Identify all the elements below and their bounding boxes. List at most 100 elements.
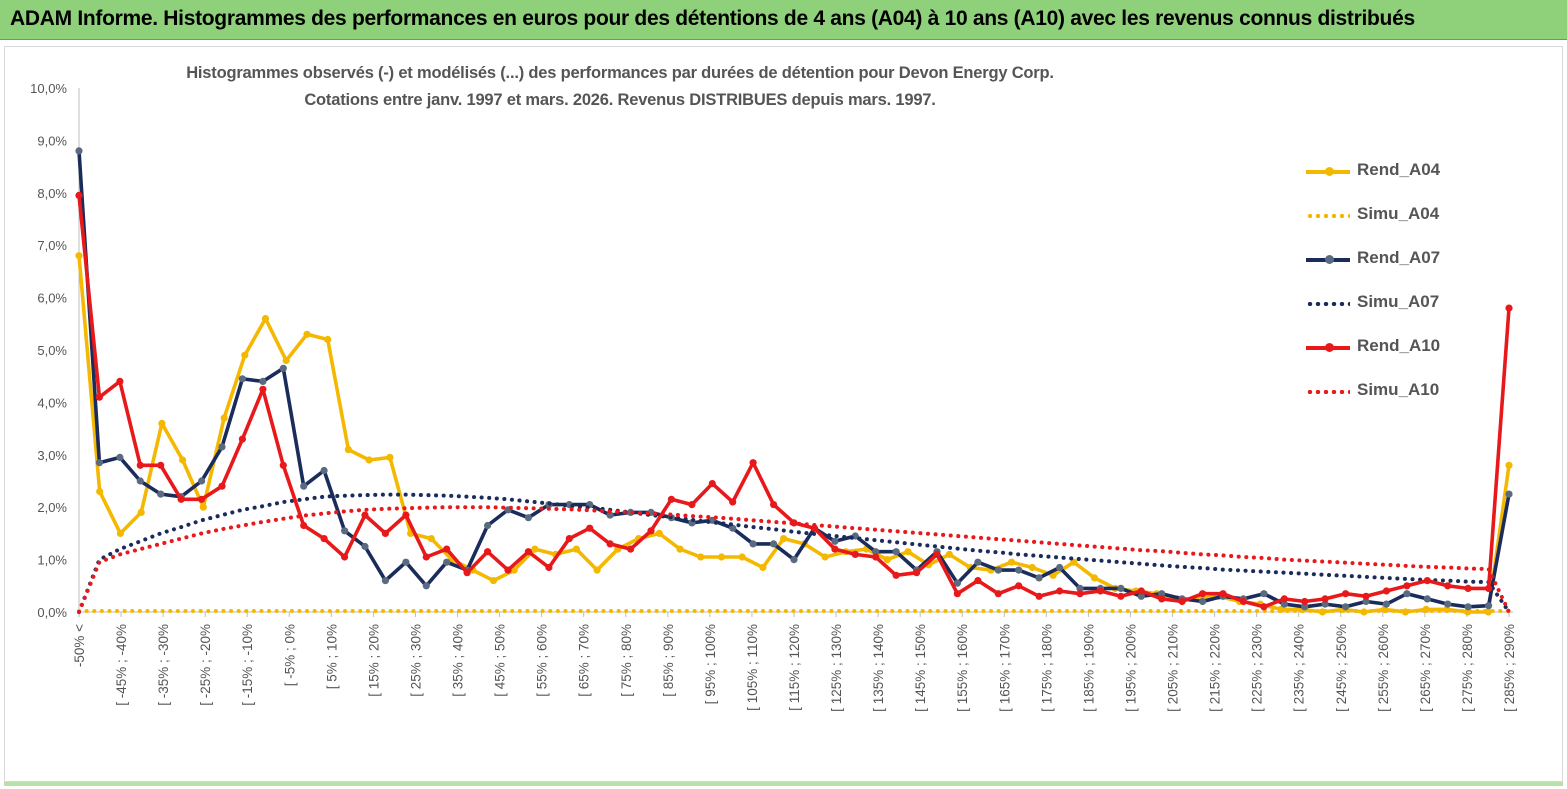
x-tick-label: [ -25% ; -20% [198, 624, 213, 706]
data-point-rend-a10 [1485, 584, 1493, 593]
series-line-rend-a10 [77, 195, 1511, 609]
x-tick-label: [ 85% ; 90% [661, 624, 676, 697]
legend-item: Rend_A07 [1300, 246, 1470, 272]
data-point-rend-a04 [489, 577, 498, 585]
data-point-rend-a04 [780, 535, 788, 543]
data-point-rend-a07 [790, 556, 798, 564]
data-point-rend-a04 [199, 503, 207, 511]
x-tick-label: [ 105% ; 110% [745, 624, 760, 711]
data-point-rend-a07 [238, 375, 246, 383]
data-point-rend-a10 [1239, 597, 1247, 606]
data-point-rend-a10 [504, 566, 512, 574]
series-line-simu-a07 [77, 492, 1511, 614]
data-point-rend-a04 [137, 508, 145, 516]
x-tick-label: [ 185% ; 190% [1081, 624, 1096, 712]
data-point-rend-a04 [697, 553, 705, 561]
series-line-simu-a10 [77, 505, 1511, 614]
data-point-rend-a10 [810, 524, 819, 532]
data-point-rend-a10 [259, 385, 267, 393]
data-point-rend-a10 [994, 590, 1002, 598]
data-point-rend-a04 [220, 414, 228, 422]
y-tick-label: 5,0% [37, 343, 67, 358]
data-point-rend-a10 [116, 377, 124, 385]
x-tick-label: [ 215% ; 220% [1208, 624, 1223, 712]
legend-label: Rend_A10 [1357, 336, 1441, 355]
data-point-rend-a07 [320, 466, 328, 475]
data-point-rend-a04 [365, 456, 373, 464]
legend-marker [1325, 167, 1334, 176]
y-tick-label: 2,0% [37, 500, 67, 515]
legend-item: Rend_A10 [1300, 334, 1470, 360]
data-point-rend-a07 [892, 548, 900, 556]
data-point-rend-a10 [892, 571, 900, 579]
data-point-rend-a10 [606, 540, 614, 548]
data-point-rend-a07 [1035, 574, 1043, 582]
y-tick-label: 1,0% [37, 553, 67, 568]
data-point-rend-a04 [96, 487, 104, 496]
data-point-rend-a07 [75, 147, 83, 155]
y-tick-label: 9,0% [37, 133, 67, 148]
data-point-rend-a07 [1444, 600, 1452, 608]
data-point-rend-a10 [422, 553, 430, 561]
data-point-rend-a10 [177, 495, 185, 503]
legend-label: Simu_A04 [1357, 204, 1440, 223]
data-point-rend-a10 [361, 511, 369, 519]
data-point-rend-a10 [1423, 577, 1431, 585]
data-point-rend-a04 [303, 330, 311, 338]
data-point-rend-a10 [851, 550, 859, 559]
data-point-rend-a10 [1015, 582, 1023, 590]
legend-label: Rend_A04 [1357, 160, 1441, 179]
data-point-rend-a10 [708, 480, 716, 488]
data-point-rend-a10 [647, 527, 655, 535]
y-tick-label: 6,0% [37, 291, 67, 306]
data-point-rend-a10 [300, 521, 308, 530]
y-tick-label: 8,0% [37, 186, 67, 201]
data-point-rend-a04 [572, 545, 581, 553]
data-point-rend-a04 [655, 529, 663, 538]
data-point-rend-a10 [320, 535, 328, 543]
chart-subtitle: Cotations entre janv. 1997 et mars. 2026… [304, 91, 936, 109]
legend-item: Rend_A04 [1300, 158, 1470, 184]
data-point-rend-a04 [1008, 558, 1016, 566]
data-point-rend-a07 [1342, 603, 1350, 611]
series-line-rend-a07 [77, 150, 1511, 609]
data-point-rend-a10 [1505, 304, 1513, 312]
data-point-rend-a07 [259, 377, 267, 385]
data-point-rend-a04 [821, 553, 829, 561]
legend-item: Simu_A07 [1300, 290, 1470, 316]
x-tick-label: [ 115% ; 120% [787, 624, 802, 711]
data-point-rend-a10 [279, 461, 287, 469]
data-point-rend-a04 [344, 446, 352, 454]
data-point-rend-a10 [381, 529, 389, 538]
x-tick-label: [ 5% ; 10% [324, 624, 339, 689]
data-point-rend-a04 [1028, 563, 1036, 572]
data-point-rend-a10 [933, 550, 941, 559]
data-point-rend-a07 [136, 477, 144, 485]
data-point-rend-a10 [1464, 584, 1472, 593]
data-point-rend-a10 [667, 495, 676, 503]
data-point-rend-a10 [586, 524, 594, 532]
legend-label: Simu_A10 [1357, 380, 1440, 399]
data-point-rend-a10 [198, 495, 206, 503]
data-point-rend-a04 [75, 252, 83, 260]
data-point-rend-a10 [75, 191, 83, 199]
x-tick-label: [ 245% ; 250% [1334, 624, 1349, 712]
x-tick-label: [ 25% ; 30% [408, 624, 423, 697]
data-point-rend-a10 [1178, 597, 1186, 606]
data-point-rend-a10 [157, 461, 165, 469]
data-point-rend-a10 [1056, 587, 1064, 595]
data-point-rend-a07 [1199, 597, 1207, 606]
data-point-rend-a10 [238, 435, 246, 443]
data-point-rend-a10 [872, 553, 880, 561]
data-point-rend-a04 [1505, 461, 1513, 469]
data-point-rend-a04 [386, 453, 394, 461]
data-point-rend-a04 [1090, 574, 1099, 582]
data-point-rend-a07 [1505, 490, 1513, 498]
data-point-rend-a07 [1015, 566, 1023, 574]
data-point-rend-a07 [749, 540, 757, 548]
legend-item: Simu_A10 [1300, 378, 1470, 404]
data-point-rend-a10 [1321, 595, 1329, 603]
x-tick-label: [ 75% ; 80% [619, 624, 634, 697]
data-point-rend-a10 [1444, 582, 1452, 590]
x-tick-label: [ 15% ; 20% [366, 624, 381, 697]
